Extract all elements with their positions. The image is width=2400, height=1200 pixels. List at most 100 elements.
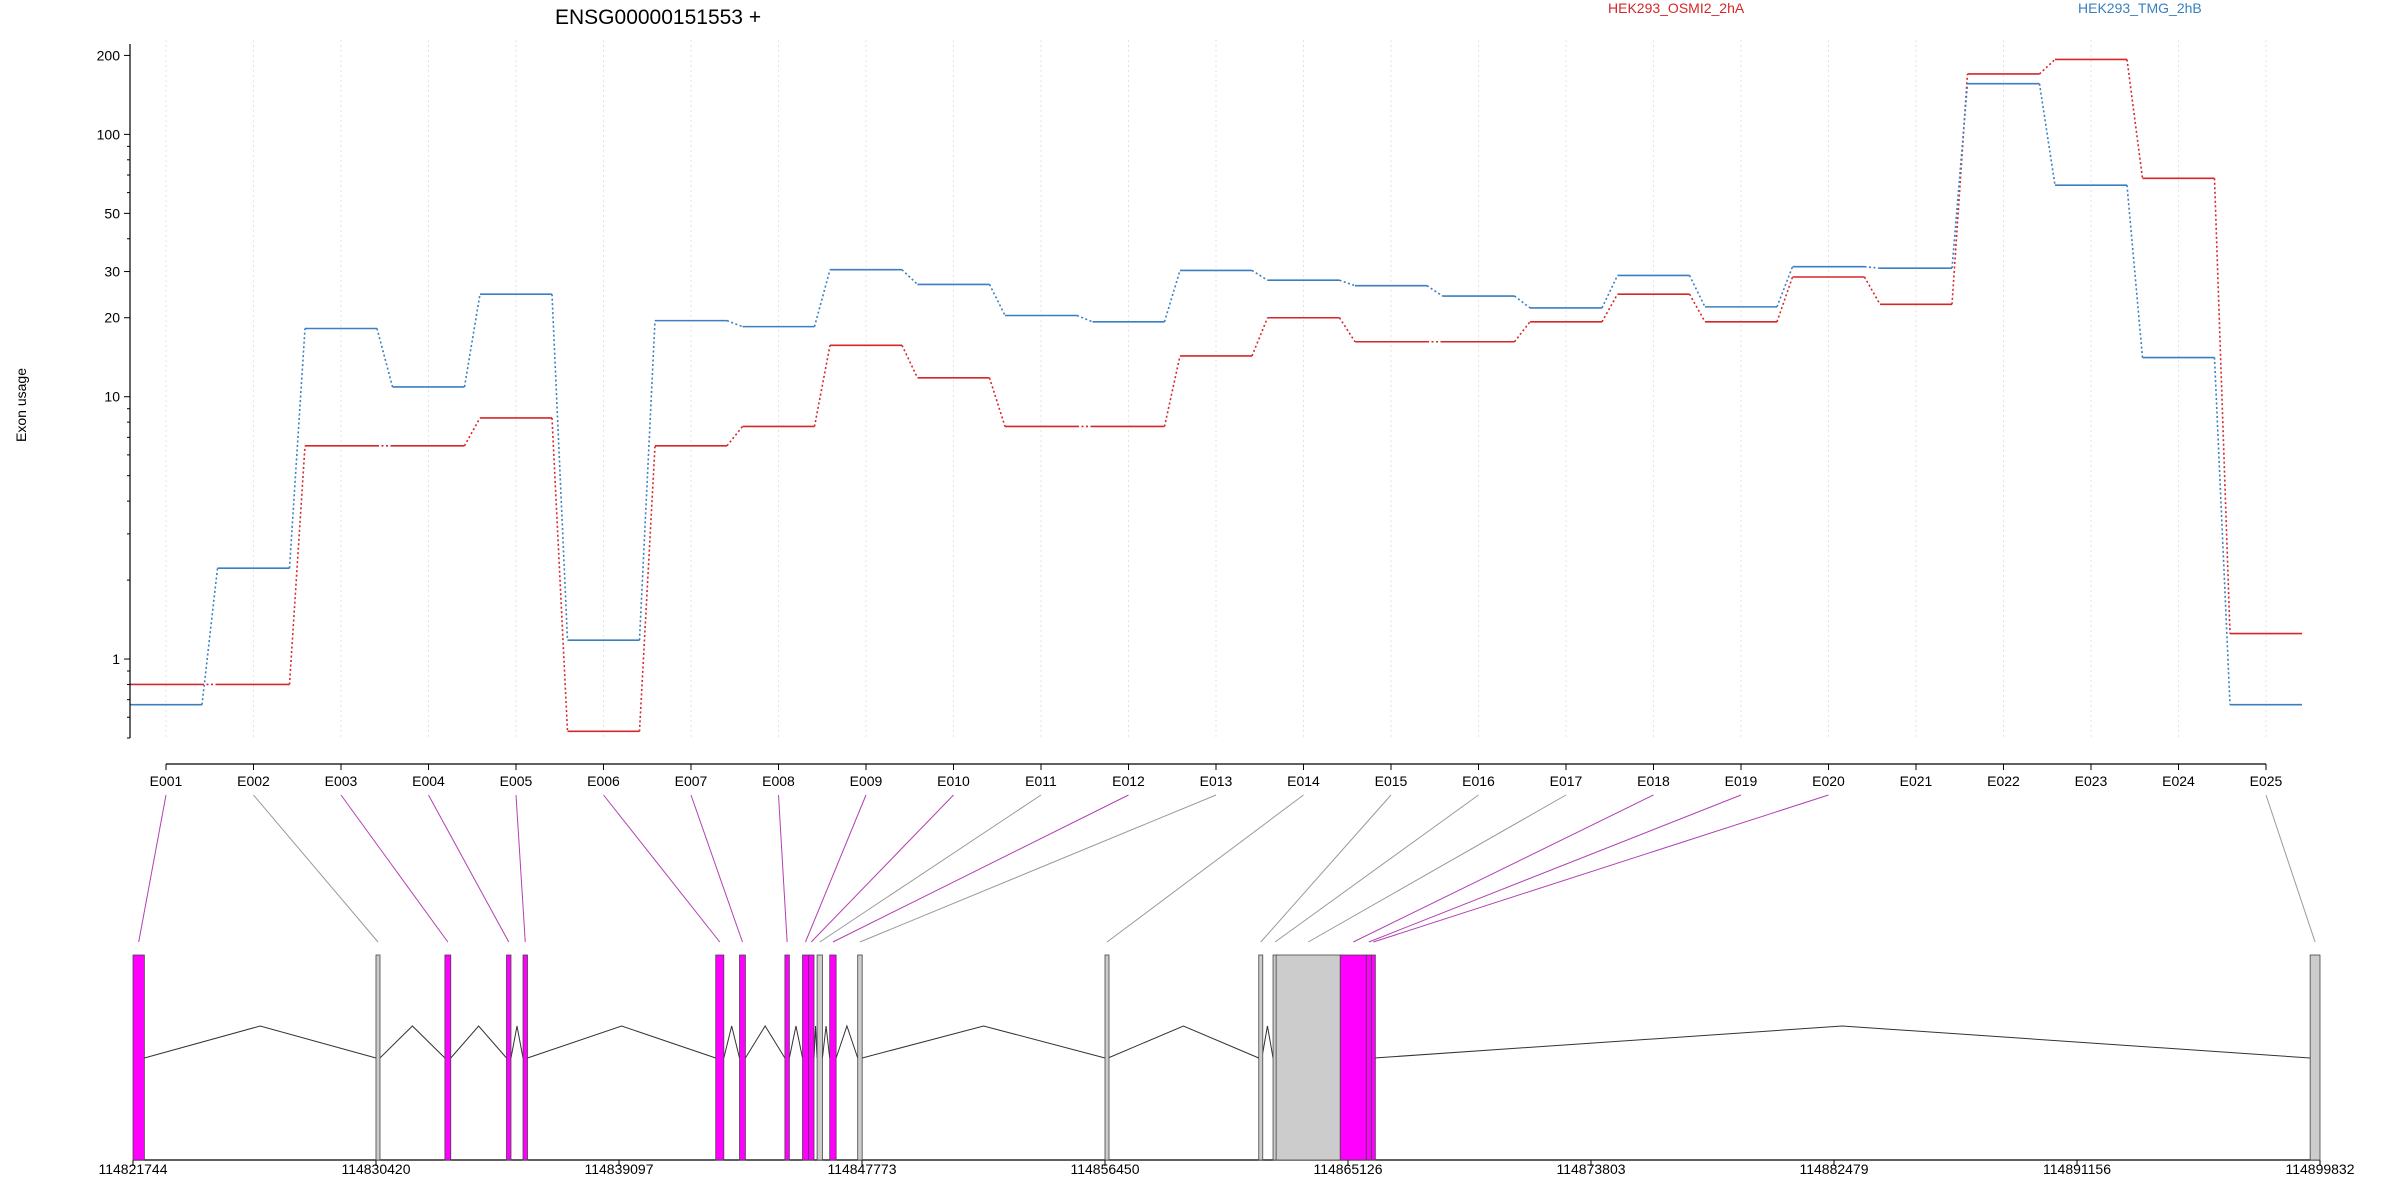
x-tick-label-e021: E021 xyxy=(1900,773,1933,789)
y-tick-label: 1 xyxy=(112,651,120,667)
intron xyxy=(1107,1025,1259,1059)
series-transition xyxy=(1339,279,1356,287)
connector-e002 xyxy=(253,794,379,943)
intron xyxy=(527,1025,716,1059)
genome-tick-label: 114882479 xyxy=(1799,1161,1868,1177)
y-tick-label: 30 xyxy=(104,264,120,280)
series-transition xyxy=(726,425,744,447)
series-transition xyxy=(1251,269,1268,281)
connector-e010 xyxy=(810,794,954,943)
series-transition xyxy=(551,294,569,641)
x-tick-label-e016: E016 xyxy=(1462,773,1495,789)
exon-connectors xyxy=(138,794,2316,943)
series-transition xyxy=(1513,321,1531,343)
intron xyxy=(813,1025,818,1059)
series-transition xyxy=(288,328,306,569)
intron xyxy=(788,1025,804,1059)
series-transition xyxy=(1514,295,1531,309)
y-tick-label: 100 xyxy=(97,126,121,142)
connector-e014 xyxy=(1106,794,1304,943)
series-transition xyxy=(813,269,831,327)
exon-e001 xyxy=(132,954,145,1161)
plot-axes: 1 10 20 30 50 100 200 E001 E002 E003 E004 E005 E006 E… xyxy=(97,44,2283,789)
x-tick-label-e019: E019 xyxy=(1725,773,1758,789)
chart-title: ENSG00000151553 + xyxy=(555,6,761,29)
intron xyxy=(862,1025,1106,1059)
x-tick-label-e009: E009 xyxy=(850,773,883,789)
exon-e002 xyxy=(375,954,381,1161)
series-transition xyxy=(1863,276,1881,305)
x-tick-label-e001: E001 xyxy=(150,773,183,789)
connector-e004 xyxy=(428,794,510,943)
genome-tick-label: 114821744 xyxy=(98,1161,167,1177)
genome-tick-label: 114865126 xyxy=(1313,1161,1382,1177)
series-transition xyxy=(901,269,919,285)
connector-e006 xyxy=(603,794,721,943)
gene-model: 114821744 114830420 114839097 114847773 1148… xyxy=(98,954,2355,1177)
y-tick-label: 200 xyxy=(97,47,121,63)
genome-tick-label: 114873803 xyxy=(1556,1161,1625,1177)
connector-e005 xyxy=(515,794,526,943)
series-transition xyxy=(901,344,919,379)
connector-e018 xyxy=(1353,794,1654,943)
x-tick-label-e018: E018 xyxy=(1637,773,1670,789)
x-tick-label-e003: E003 xyxy=(325,773,358,789)
connector-e013 xyxy=(859,794,1217,943)
connector-e012 xyxy=(832,794,1129,943)
x-tick-label-e023: E023 xyxy=(2075,773,2108,789)
series-transition xyxy=(1776,276,1794,323)
series-transition xyxy=(726,319,743,328)
y-tick-label: 50 xyxy=(104,205,120,221)
x-tick-label-e020: E020 xyxy=(1812,773,1845,789)
series-transition xyxy=(2038,58,2056,75)
x-tick-label-e008: E008 xyxy=(762,773,795,789)
series-transition xyxy=(1601,293,1619,323)
intron xyxy=(1261,1025,1274,1059)
connector-e003 xyxy=(340,794,449,943)
intron xyxy=(1374,1025,2311,1059)
series-transition xyxy=(463,417,481,447)
genome-tick-label: 114830420 xyxy=(341,1161,410,1177)
exon-e009 xyxy=(802,954,809,1161)
series-lines xyxy=(130,58,2302,733)
series-2 xyxy=(130,82,2302,706)
x-tick-label-e013: E013 xyxy=(1200,773,1233,789)
connector-e025 xyxy=(2265,794,2316,943)
series-transition xyxy=(1338,317,1356,343)
exon-e003 xyxy=(444,954,452,1161)
series-transition xyxy=(813,345,831,427)
legend-label-series-1: HEK293_OSMI2_2hA xyxy=(1608,0,1745,16)
series-transition xyxy=(1688,293,1706,323)
series-transition xyxy=(1076,314,1093,323)
genome-tick-label: 114891156 xyxy=(2043,1161,2111,1177)
exon-e015 xyxy=(1258,954,1264,1161)
series-transition xyxy=(2213,357,2231,705)
genome-tick-label: 114839097 xyxy=(584,1161,653,1177)
series-transition xyxy=(2126,59,2144,179)
intron xyxy=(144,1025,377,1059)
exon-e018 xyxy=(1339,954,1367,1161)
series-transition xyxy=(463,294,481,388)
series-transition xyxy=(638,445,656,732)
x-tick-label-e022: E022 xyxy=(1987,773,2020,789)
series-transition xyxy=(2038,83,2056,186)
connector-e017 xyxy=(1307,794,1567,943)
exon-e005 xyxy=(522,954,528,1161)
series-transition xyxy=(1864,265,1881,269)
series-transition xyxy=(1163,270,1181,323)
intron xyxy=(744,1025,786,1059)
x-tick-label-e006: E006 xyxy=(587,773,620,789)
connector-e007 xyxy=(690,794,743,943)
exon-e010 xyxy=(808,954,815,1161)
exon-e025 xyxy=(2309,954,2321,1161)
exon-e014 xyxy=(1104,954,1110,1161)
series-transition xyxy=(1776,266,1794,308)
series-transition xyxy=(1163,355,1181,427)
x-tick-label-e012: E012 xyxy=(1112,773,1145,789)
y-axis-title: Exon usage xyxy=(13,368,29,442)
series-transition xyxy=(201,568,219,705)
exon-e013 xyxy=(857,954,863,1161)
exon-e012 xyxy=(829,954,837,1161)
series-transition xyxy=(1251,317,1269,357)
connector-e015 xyxy=(1260,794,1392,943)
